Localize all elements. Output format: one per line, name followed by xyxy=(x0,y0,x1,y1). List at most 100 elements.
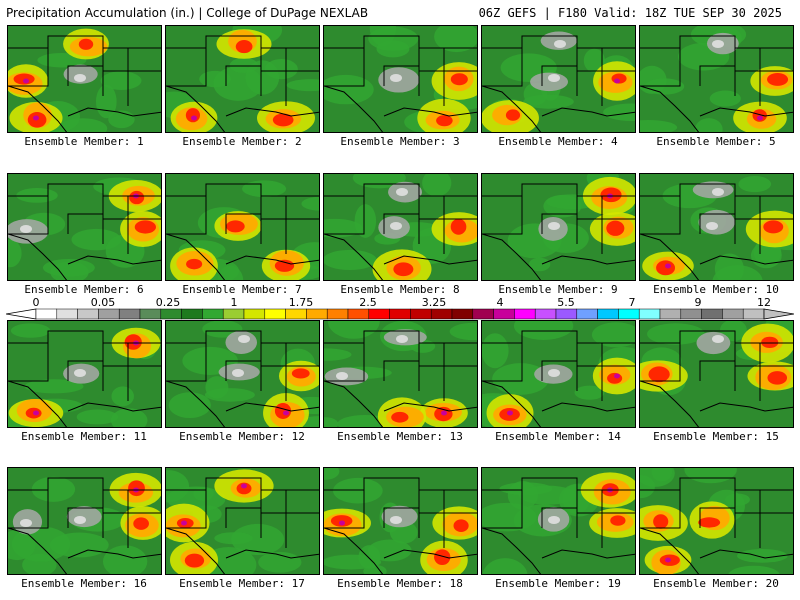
panel-label-1: Ensemble Member: 1 xyxy=(24,135,144,148)
state-boundaries xyxy=(8,477,161,574)
state-boundaries xyxy=(8,35,161,132)
ensemble-panel-18 xyxy=(323,467,478,575)
legend-tick-label: 2.5 xyxy=(359,296,377,309)
panel-label-7: Ensemble Member: 7 xyxy=(182,283,302,296)
ensemble-panel-14 xyxy=(481,320,636,428)
state-boundaries xyxy=(166,330,319,427)
state-boundaries xyxy=(640,477,793,574)
precip-map-13 xyxy=(324,321,477,427)
legend-swatch xyxy=(410,308,432,320)
legend-swatch xyxy=(618,308,640,320)
legend-swatch xyxy=(243,308,266,320)
legend-swatch xyxy=(35,308,58,320)
legend-tick-label: 12 xyxy=(757,296,771,309)
precip-map-18 xyxy=(324,468,477,574)
legend-swatch xyxy=(56,308,78,320)
precip-map-1 xyxy=(8,26,161,132)
legend-swatch xyxy=(742,308,765,320)
legend-tick-label: 4 xyxy=(496,296,504,309)
state-boundaries xyxy=(324,330,477,427)
ensemble-panel-11 xyxy=(7,320,162,428)
legend-swatch xyxy=(722,308,744,320)
ensemble-panel-20 xyxy=(639,467,794,575)
panel-label-2: Ensemble Member: 2 xyxy=(182,135,302,148)
ensemble-panel-6 xyxy=(7,173,162,281)
legend-swatch xyxy=(326,308,349,320)
panel-label-13: Ensemble Member: 13 xyxy=(337,430,463,443)
legend-tick-label: 7 xyxy=(628,296,636,309)
ensemble-panel-9 xyxy=(481,173,636,281)
legend-swatch xyxy=(638,308,661,320)
legend-swatch xyxy=(389,308,411,320)
legend-tick-label: 1.75 xyxy=(288,296,314,309)
ensemble-panel-16 xyxy=(7,467,162,575)
state-boundaries xyxy=(166,477,319,574)
panel-label-8: Ensemble Member: 8 xyxy=(340,283,460,296)
legend-swatch xyxy=(222,308,245,320)
legend-tick-label: 0 xyxy=(32,296,40,309)
legend-swatch xyxy=(493,308,515,320)
legend-tick-label: 3.25 xyxy=(421,296,447,309)
legend-swatch xyxy=(701,308,723,320)
legend-swatch xyxy=(118,308,141,320)
legend-swatch xyxy=(139,308,162,320)
legend-swatch xyxy=(368,308,390,320)
state-boundaries xyxy=(324,183,477,280)
precip-map-14 xyxy=(482,321,635,427)
legend-swatch xyxy=(430,308,453,320)
precip-map-12 xyxy=(166,321,319,427)
precip-map-4 xyxy=(482,26,635,132)
panel-label-14: Ensemble Member: 14 xyxy=(495,430,621,443)
ensemble-panel-5 xyxy=(639,25,794,133)
run-valid-time: 06Z GEFS | F180 Valid: 18Z TUE SEP 30 20… xyxy=(478,6,782,20)
legend-swatch xyxy=(202,308,224,320)
state-boundaries xyxy=(8,183,161,280)
state-boundaries xyxy=(482,477,635,574)
legend-swatch xyxy=(347,308,370,320)
legend-tick-label: 1 xyxy=(230,296,238,309)
state-boundaries xyxy=(640,183,793,280)
state-boundaries xyxy=(166,183,319,280)
color-legend-bar xyxy=(6,308,794,320)
ensemble-panel-1 xyxy=(7,25,162,133)
ensemble-panel-19 xyxy=(481,467,636,575)
legend-swatch xyxy=(160,308,182,320)
ensemble-panel-7 xyxy=(165,173,320,281)
precip-map-19 xyxy=(482,468,635,574)
precip-map-10 xyxy=(640,174,793,280)
precip-map-3 xyxy=(324,26,477,132)
legend-swatch xyxy=(555,308,578,320)
panel-label-20: Ensemble Member: 20 xyxy=(653,577,779,590)
legend-swatch xyxy=(306,308,328,320)
ensemble-panel-2 xyxy=(165,25,320,133)
legend-swatch xyxy=(514,308,536,320)
legend-swatch xyxy=(98,308,120,320)
precip-map-7 xyxy=(166,174,319,280)
legend-tick-label: 0.25 xyxy=(155,296,181,309)
state-boundaries xyxy=(8,330,161,427)
precip-map-2 xyxy=(166,26,319,132)
ensemble-panel-12 xyxy=(165,320,320,428)
ensemble-panel-3 xyxy=(323,25,478,133)
panel-label-18: Ensemble Member: 18 xyxy=(337,577,463,590)
legend-swatch xyxy=(181,308,203,320)
state-boundaries xyxy=(640,330,793,427)
precip-map-15 xyxy=(640,321,793,427)
precip-map-16 xyxy=(8,468,161,574)
state-boundaries xyxy=(482,330,635,427)
panel-label-17: Ensemble Member: 17 xyxy=(179,577,305,590)
legend-tick-label: 0.05 xyxy=(90,296,116,309)
state-boundaries xyxy=(324,35,477,132)
precip-map-6 xyxy=(8,174,161,280)
state-boundaries xyxy=(324,477,477,574)
legend-swatch xyxy=(77,308,99,320)
precip-map-17 xyxy=(166,468,319,574)
precip-map-5 xyxy=(640,26,793,132)
state-boundaries xyxy=(482,35,635,132)
ensemble-panel-15 xyxy=(639,320,794,428)
panel-label-12: Ensemble Member: 12 xyxy=(179,430,305,443)
legend-swatch xyxy=(472,308,494,320)
ensemble-panel-17 xyxy=(165,467,320,575)
panel-label-16: Ensemble Member: 16 xyxy=(21,577,147,590)
panel-label-6: Ensemble Member: 6 xyxy=(24,283,144,296)
